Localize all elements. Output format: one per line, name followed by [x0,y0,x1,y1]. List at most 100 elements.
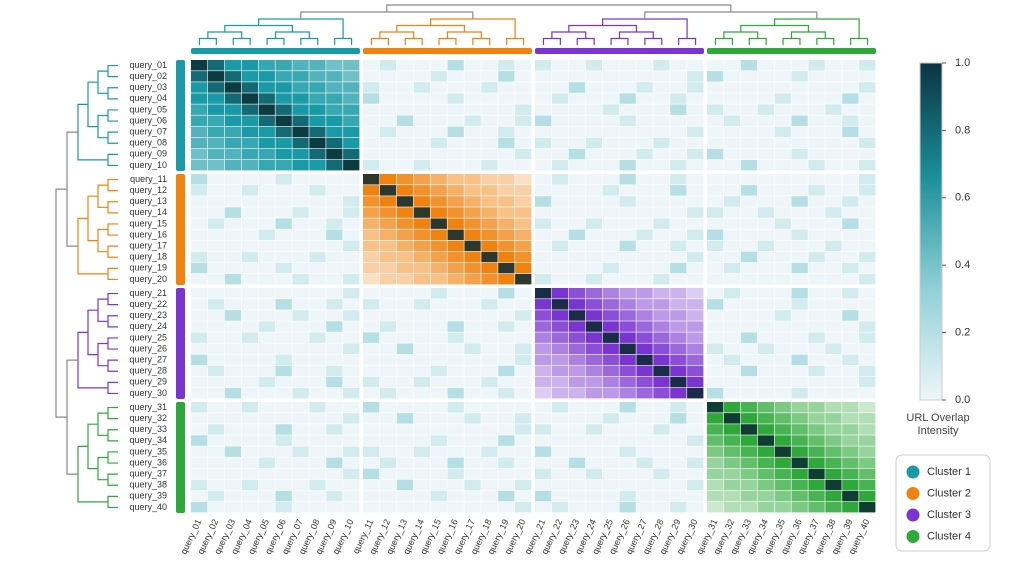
heatmap-cell [309,310,326,321]
heatmap-cell [808,60,825,71]
heatmap-cell [396,196,414,207]
dendrogram-branch [568,24,637,32]
heatmap-cell [191,218,208,229]
heatmap-cell [636,104,653,115]
heatmap-cell [842,185,859,196]
heatmap-cell [258,126,275,138]
row-label: query_39 [129,491,167,501]
heatmap-cell [707,196,724,207]
heatmap-cell [207,468,225,480]
heatmap-cell [791,273,808,285]
heatmap-cell [343,354,360,366]
dendrogram-branch [107,109,118,122]
heatmap-cell [343,251,360,263]
heatmap-cell [379,218,397,229]
heatmap-cell [636,115,653,126]
heatmap-cell [774,196,791,207]
heatmap-cell [207,435,225,446]
heatmap-cell [207,93,225,104]
heatmap-cell [515,479,532,491]
heatmap-cell [707,468,724,480]
heatmap-cell [825,457,842,468]
heatmap-cell [535,490,552,502]
dendrogram-branch [97,184,108,208]
heatmap-cell [859,332,876,343]
heatmap-cell [464,60,481,71]
heatmap-cell [774,240,791,252]
heatmap-cell [859,365,876,377]
heatmap-cell [292,104,309,115]
heatmap-cell [535,115,552,126]
heatmap-cell [207,71,225,82]
heatmap-cell [740,435,758,446]
heatmap-cell [481,273,498,285]
dendrogram-branch [714,37,733,45]
colorbar-tick-label: 0.6 [955,192,970,204]
heatmap-cell [258,402,275,413]
heatmap-cell [791,115,808,126]
heatmap-cell [292,196,309,207]
heatmap-cell [191,402,208,413]
heatmap-cell [275,479,292,491]
heatmap-cell [498,446,515,457]
heatmap-cell [481,82,498,93]
heatmap-cell [808,71,825,82]
row-label: query_29 [129,377,167,387]
heatmap-cell [363,365,380,377]
heatmap-cell [687,354,704,366]
heatmap-cell [723,479,741,491]
heatmap-cell [535,207,552,218]
heatmap-cell [568,435,586,446]
heatmap-cell [740,148,758,160]
row-label: query_16 [129,229,167,239]
heatmap-cell [379,240,397,252]
heatmap-cell [619,240,636,252]
heatmap-cell [258,159,275,171]
heatmap-cell [363,310,380,321]
heatmap-cell [757,468,774,480]
heatmap-cell [191,299,208,310]
heatmap-cell [191,354,208,366]
heatmap-cell [241,229,258,240]
heatmap-cell [326,343,343,354]
heatmap-cell [602,196,619,207]
heatmap-cell [859,262,876,274]
heatmap-cell [224,376,242,388]
heatmap-cell [585,71,602,82]
heatmap-cell [585,387,602,399]
heatmap-cell [241,288,258,299]
dendrogram-branch [542,37,561,45]
heatmap-cell [224,148,242,160]
heatmap-cell [687,196,704,207]
heatmap-cell [791,60,808,71]
heatmap-cell [464,262,481,274]
cluster-bar [707,48,876,54]
heatmap-cell [687,288,704,299]
heatmap-cell [413,354,430,366]
heatmap-cell [464,468,481,480]
heatmap-cell [670,240,687,252]
heatmap-cell [464,251,481,263]
heatmap-cell [207,354,225,366]
heatmap-cell [791,435,808,446]
heatmap-cell [791,446,808,457]
heatmap-cell [670,82,687,93]
heatmap-cell [309,185,326,196]
heatmap-cell [292,501,309,513]
heatmap-cell [447,387,464,399]
heatmap-cell [447,229,464,240]
heatmap-cell [653,446,670,457]
heatmap-cell [379,148,397,160]
heatmap-cell [723,273,741,285]
heatmap-cell [447,207,464,218]
heatmap-cell [774,365,791,377]
heatmap-cell [585,82,602,93]
heatmap-cell [619,93,636,104]
row-label: query_17 [129,241,167,251]
heatmap-cell [535,310,552,321]
heatmap-cell [808,104,825,115]
heatmap-cell [808,310,825,321]
heatmap-cell [859,343,876,354]
heatmap-cell [707,185,724,196]
heatmap-cell [653,196,670,207]
